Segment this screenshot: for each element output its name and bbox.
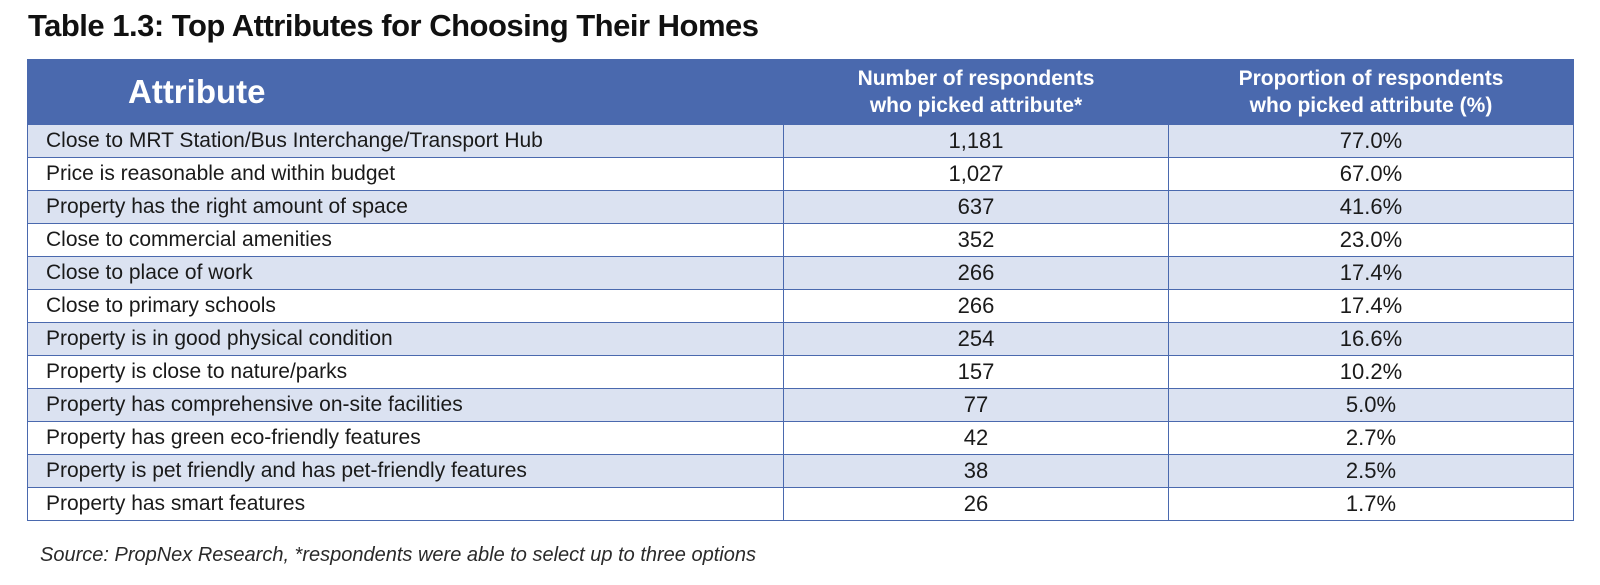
proportion-cell: 2.5% bbox=[1168, 454, 1574, 488]
attribute-cell: Property has green eco-friendly features bbox=[27, 421, 784, 455]
proportion-cell: 77.0% bbox=[1168, 124, 1574, 158]
proportion-cell: 16.6% bbox=[1168, 322, 1574, 356]
table-body: Close to MRT Station/Bus Interchange/Tra… bbox=[27, 124, 1574, 521]
attribute-cell: Property has smart features bbox=[27, 487, 784, 521]
respondent-count-cell: 38 bbox=[783, 454, 1169, 488]
header-row: Attribute Number of respondents who pick… bbox=[27, 59, 1574, 125]
respondent-count-cell: 26 bbox=[783, 487, 1169, 521]
table-header: Attribute Number of respondents who pick… bbox=[27, 59, 1574, 125]
respondent-count-cell: 1,027 bbox=[783, 157, 1169, 191]
respondent-count-cell: 42 bbox=[783, 421, 1169, 455]
proportion-cell: 10.2% bbox=[1168, 355, 1574, 389]
proportion-cell: 17.4% bbox=[1168, 256, 1574, 290]
respondent-count-cell: 157 bbox=[783, 355, 1169, 389]
table-row: Property has comprehensive on-site facil… bbox=[27, 388, 1574, 422]
table-row: Close to primary schools 266 17.4% bbox=[27, 289, 1574, 323]
respondent-count-cell: 266 bbox=[783, 256, 1169, 290]
header-proportion-line1: Proportion of respondents bbox=[1238, 67, 1504, 90]
proportion-cell: 1.7% bbox=[1168, 487, 1574, 521]
table-row: Property is in good physical condition 25… bbox=[27, 322, 1574, 356]
attribute-cell: Property has comprehensive on-site facil… bbox=[27, 388, 784, 422]
table-row: Close to place of work 266 17.4% bbox=[27, 256, 1574, 290]
respondent-count-cell: 637 bbox=[783, 190, 1169, 224]
respondent-count-cell: 77 bbox=[783, 388, 1169, 422]
table-row: Property has the right amount of space 63… bbox=[27, 190, 1574, 224]
attribute-cell: Property is in good physical condition bbox=[27, 322, 784, 356]
attribute-cell: Close to commercial amenities bbox=[27, 223, 784, 257]
attribute-cell: Property has the right amount of space bbox=[27, 190, 784, 224]
attribute-cell: Close to place of work bbox=[27, 256, 784, 290]
header-respondent-proportion: Proportion of respondents who picked att… bbox=[1168, 59, 1574, 125]
source-note: Source: PropNex Research, *respondents w… bbox=[40, 544, 756, 566]
attributes-table: Attribute Number of respondents who pick… bbox=[27, 59, 1574, 521]
table-row: Property is close to nature/parks 157 10.2… bbox=[27, 355, 1574, 389]
header-count-line2: who picked attribute* bbox=[869, 94, 1083, 117]
proportion-cell: 2.7% bbox=[1168, 421, 1574, 455]
attribute-cell: Price is reasonable and within budget bbox=[27, 157, 784, 191]
attribute-cell: Property is pet friendly and has pet-fri… bbox=[27, 454, 784, 488]
table-row: Price is reasonable and within budget 1,0… bbox=[27, 157, 1574, 191]
respondent-count-cell: 254 bbox=[783, 322, 1169, 356]
table-title: Table 1.3: Top Attributes for Choosing T… bbox=[28, 8, 759, 43]
header-respondent-count: Number of respondents who picked attribu… bbox=[783, 59, 1169, 125]
respondent-count-cell: 266 bbox=[783, 289, 1169, 323]
header-attribute: Attribute bbox=[27, 59, 784, 125]
proportion-cell: 17.4% bbox=[1168, 289, 1574, 323]
attribute-cell: Property is close to nature/parks bbox=[27, 355, 784, 389]
table-row: Close to commercial amenities 352 23.0% bbox=[27, 223, 1574, 257]
header-proportion-line2: who picked attribute (%) bbox=[1249, 94, 1493, 117]
proportion-cell: 67.0% bbox=[1168, 157, 1574, 191]
table-row: Property has smart features 26 1.7% bbox=[27, 487, 1574, 521]
proportion-cell: 23.0% bbox=[1168, 223, 1574, 257]
attribute-cell: Close to primary schools bbox=[27, 289, 784, 323]
proportion-cell: 41.6% bbox=[1168, 190, 1574, 224]
table-row: Property has green eco-friendly features… bbox=[27, 421, 1574, 455]
table-row: Close to MRT Station/Bus Interchange/Tra… bbox=[27, 124, 1574, 158]
respondent-count-cell: 1,181 bbox=[783, 124, 1169, 158]
proportion-cell: 5.0% bbox=[1168, 388, 1574, 422]
attribute-cell: Close to MRT Station/Bus Interchange/Tra… bbox=[27, 124, 784, 158]
table-row: Property is pet friendly and has pet-fri… bbox=[27, 454, 1574, 488]
header-count-line1: Number of respondents bbox=[857, 67, 1095, 90]
respondent-count-cell: 352 bbox=[783, 223, 1169, 257]
